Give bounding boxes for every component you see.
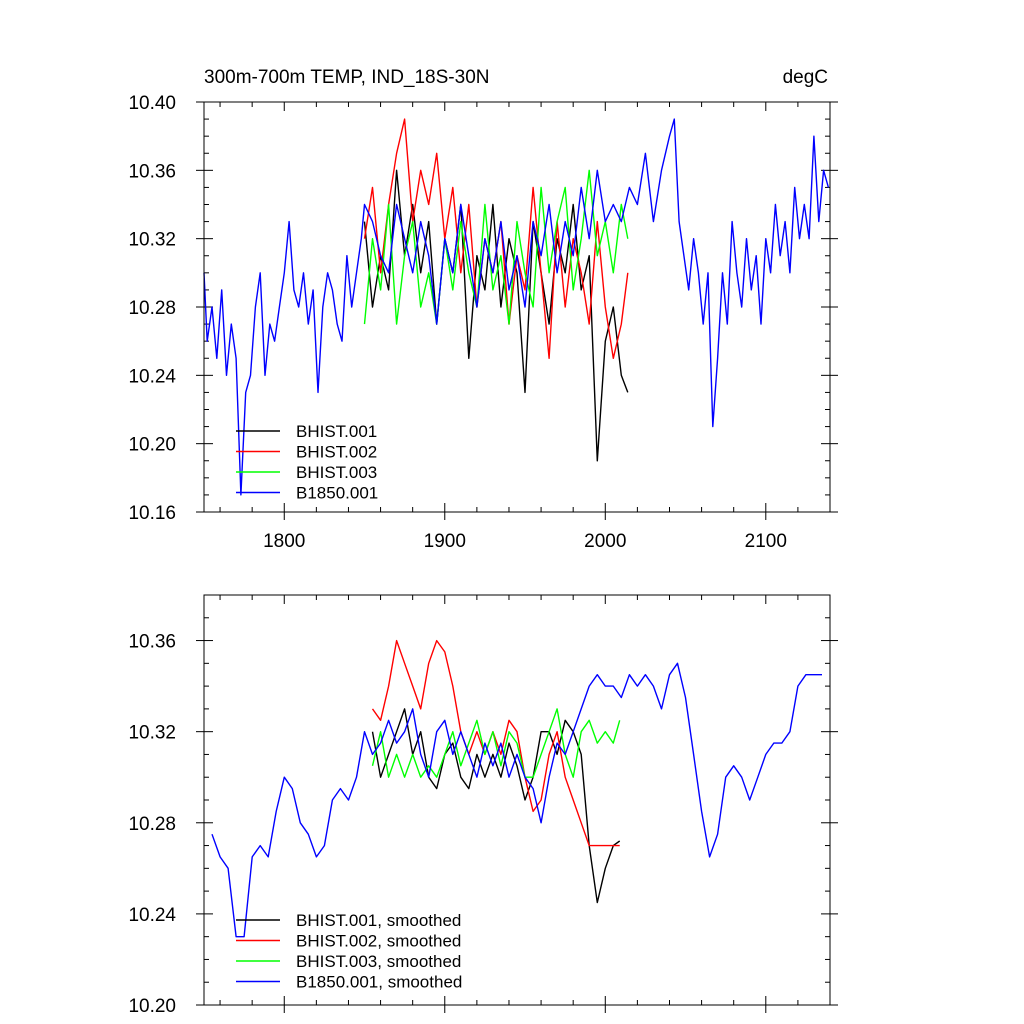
series-line [371, 708, 621, 904]
legend-label: B1850.001, smoothed [296, 973, 462, 992]
bottom-panel-series [211, 639, 822, 938]
top-panel-frame [203, 101, 831, 513]
x-tick-label: 1800 [263, 531, 305, 552]
bottom-panel-frame [203, 594, 831, 1006]
series-line [203, 118, 830, 496]
y-tick-label: 10.36 [128, 161, 176, 182]
y-tick-label: 10.40 [128, 93, 176, 114]
top-panel-ticks: 1800 1900 2000 2100 10.16 10.20 10.24 10.28 10.3… [128, 93, 838, 552]
x-tick-label: 2000 [584, 531, 626, 552]
bottom-panel: 10.20 10.24 10.28 10.32 10.36 BHIST.001, smo… [128, 594, 838, 1017]
series-line [211, 662, 822, 938]
units-label: degC [783, 67, 828, 88]
series-line [371, 708, 621, 778]
legend-label: BHIST.001, smoothed [296, 911, 461, 930]
legend-label: B1850.001 [296, 484, 378, 503]
y-tick-label: 10.20 [128, 435, 176, 456]
y-tick-label: 10.32 [128, 230, 176, 251]
x-tick-label: 2100 [745, 531, 787, 552]
series-line [363, 169, 629, 462]
series-line [363, 169, 629, 325]
y-tick-label: 10.24 [128, 905, 176, 926]
chart-title: 300m-700m TEMP, IND_18S-30N [204, 67, 489, 88]
y-tick-label: 10.28 [128, 298, 176, 319]
series-line [371, 639, 620, 847]
top-panel: 300m-700m TEMP, IND_18S-30N degC 1800 190… [128, 67, 838, 552]
bottom-panel-ticks: 10.20 10.24 10.28 10.32 10.36 [128, 594, 838, 1017]
x-tick-label: 1900 [424, 531, 466, 552]
legend-label: BHIST.003 [296, 463, 377, 482]
bottom-panel-legend: BHIST.001, smoothed BHIST.002, smoothedBH… [236, 911, 462, 992]
y-tick-label: 10.36 [128, 632, 176, 653]
legend-label: BHIST.002 [296, 443, 377, 462]
y-tick-label: 10.28 [128, 814, 176, 835]
y-tick-label: 10.16 [128, 503, 176, 524]
y-tick-label: 10.24 [128, 366, 176, 387]
legend-label: BHIST.002, smoothed [296, 932, 461, 951]
y-tick-label: 10.20 [128, 996, 176, 1017]
top-panel-series [203, 118, 830, 496]
legend-label: BHIST.003, smoothed [296, 952, 461, 971]
legend-label: BHIST.001 [296, 422, 377, 441]
y-tick-label: 10.32 [128, 723, 176, 744]
